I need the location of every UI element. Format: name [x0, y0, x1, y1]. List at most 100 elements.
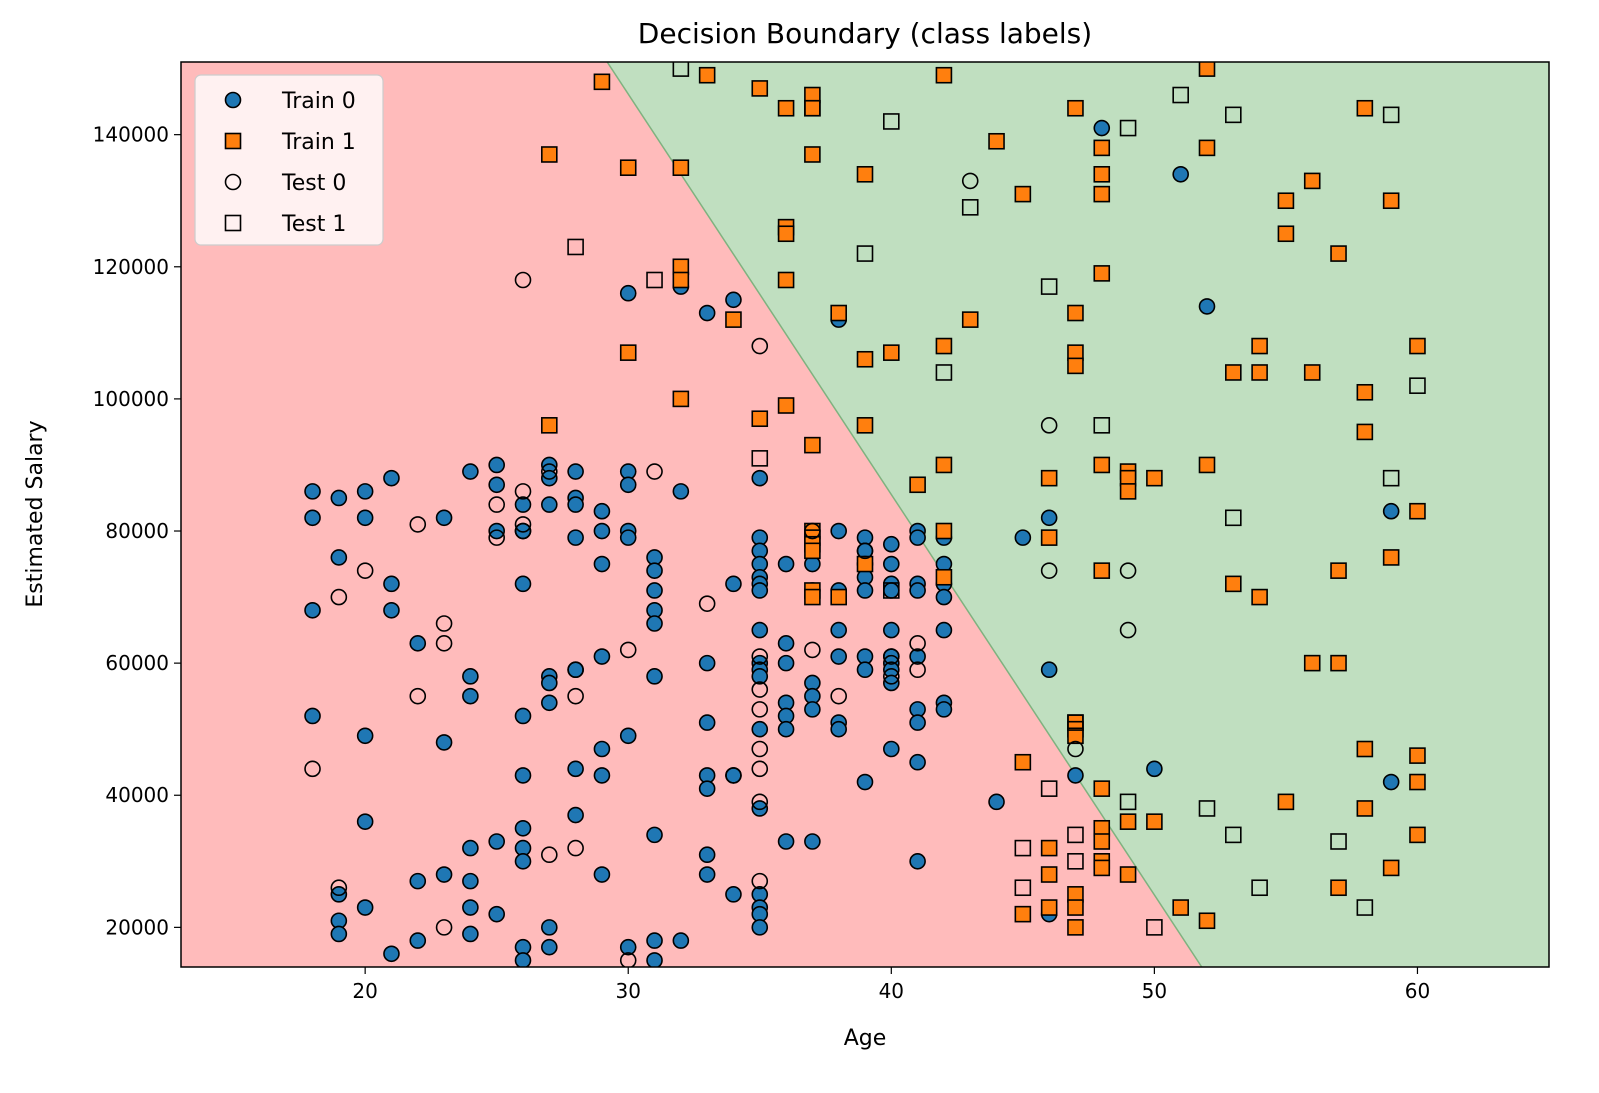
- data-point: [935, 588, 953, 606]
- data-point: [1093, 456, 1111, 474]
- data-point: [1119, 562, 1137, 579]
- data-point: [383, 575, 400, 593]
- data-point: [698, 66, 716, 84]
- plot-area: [181, 62, 1549, 967]
- data-point: [1225, 575, 1242, 593]
- data-point: [356, 813, 374, 830]
- data-point: [804, 146, 821, 163]
- data-point: [1198, 800, 1216, 817]
- data-point: [725, 291, 742, 309]
- data-point: [646, 562, 663, 579]
- data-point: [541, 469, 558, 487]
- data-point: [1382, 859, 1400, 877]
- data-point: [1093, 417, 1111, 434]
- chart-title: Decision Boundary (class labels): [638, 17, 1092, 50]
- data-point: [1093, 119, 1111, 137]
- data-point: [830, 588, 847, 606]
- data-point: [698, 654, 716, 672]
- data-point: [1014, 185, 1032, 203]
- data-point: [567, 496, 584, 513]
- data-point: [804, 588, 821, 606]
- data-point: [1014, 839, 1032, 857]
- x-tick-label: 20: [352, 979, 377, 1003]
- x-axis: 20 30 40 50 60: [352, 967, 1430, 1003]
- data-point: [1093, 165, 1111, 183]
- data-point: [1040, 866, 1058, 883]
- legend-marker: [224, 132, 242, 150]
- data-point: [909, 661, 926, 679]
- data-point: [1356, 800, 1374, 817]
- plot-frame: [180, 61, 1550, 968]
- data-point: [751, 800, 769, 817]
- data-point: [646, 932, 663, 949]
- data-point: [409, 932, 427, 949]
- data-point: [409, 635, 427, 652]
- data-point: [935, 337, 953, 355]
- data-point: [514, 522, 532, 540]
- data-point: [804, 99, 821, 117]
- data-point: [856, 555, 874, 573]
- data-point: [1277, 192, 1295, 210]
- data-point: [541, 919, 558, 936]
- data-point: [330, 879, 348, 897]
- data-point: [1067, 357, 1084, 375]
- data-point: [698, 780, 716, 797]
- data-point: [567, 760, 584, 778]
- data-point: [619, 159, 637, 176]
- data-point: [1277, 225, 1295, 243]
- data-point: [672, 932, 690, 949]
- data-point: [725, 575, 742, 593]
- data-point: [1014, 879, 1032, 897]
- data-point: [804, 833, 821, 850]
- data-point: [646, 582, 663, 599]
- data-point: [1067, 714, 1084, 731]
- data-point: [751, 681, 769, 698]
- data-point: [856, 165, 874, 183]
- data-point: [1409, 337, 1426, 355]
- data-point: [751, 337, 769, 355]
- data-point: [672, 159, 690, 176]
- data-point: [883, 621, 900, 639]
- data-point: [541, 417, 558, 434]
- data-point: [514, 271, 532, 289]
- data-point: [488, 529, 505, 546]
- data-point: [619, 344, 637, 361]
- data-point: [462, 668, 479, 685]
- data-point: [1382, 469, 1400, 487]
- data-point: [541, 694, 558, 712]
- data-point: [909, 648, 926, 665]
- data-point: [1119, 483, 1137, 500]
- data-point: [409, 872, 427, 890]
- data-point: [488, 833, 505, 850]
- data-point: [304, 760, 321, 778]
- data-point: [1409, 773, 1426, 791]
- data-point: [751, 668, 769, 685]
- data-point: [751, 648, 769, 665]
- data-point: [541, 938, 558, 956]
- data-point: [856, 773, 874, 791]
- data-point: [646, 271, 663, 289]
- data-point: [514, 516, 532, 533]
- data-point: [1067, 727, 1084, 745]
- data-point: [1040, 899, 1058, 916]
- data-point: [541, 846, 558, 864]
- y-tick-label: 120000: [93, 255, 169, 279]
- y-axis-label: Estimated Salary: [23, 420, 48, 607]
- data-point: [961, 199, 979, 216]
- data-point: [777, 397, 795, 414]
- data-point: [356, 483, 374, 500]
- data-point: [330, 886, 348, 903]
- data-point: [672, 390, 690, 408]
- data-point: [961, 172, 979, 190]
- data-point: [1093, 562, 1111, 579]
- data-point: [830, 687, 847, 705]
- data-point: [1356, 423, 1374, 441]
- data-point: [619, 952, 637, 967]
- data-point: [304, 483, 321, 500]
- x-tick-label: 60: [1405, 979, 1430, 1003]
- data-point: [751, 450, 769, 467]
- data-point: [751, 582, 769, 599]
- data-point: [646, 668, 663, 685]
- data-point: [593, 522, 611, 540]
- data-point: [1251, 337, 1268, 355]
